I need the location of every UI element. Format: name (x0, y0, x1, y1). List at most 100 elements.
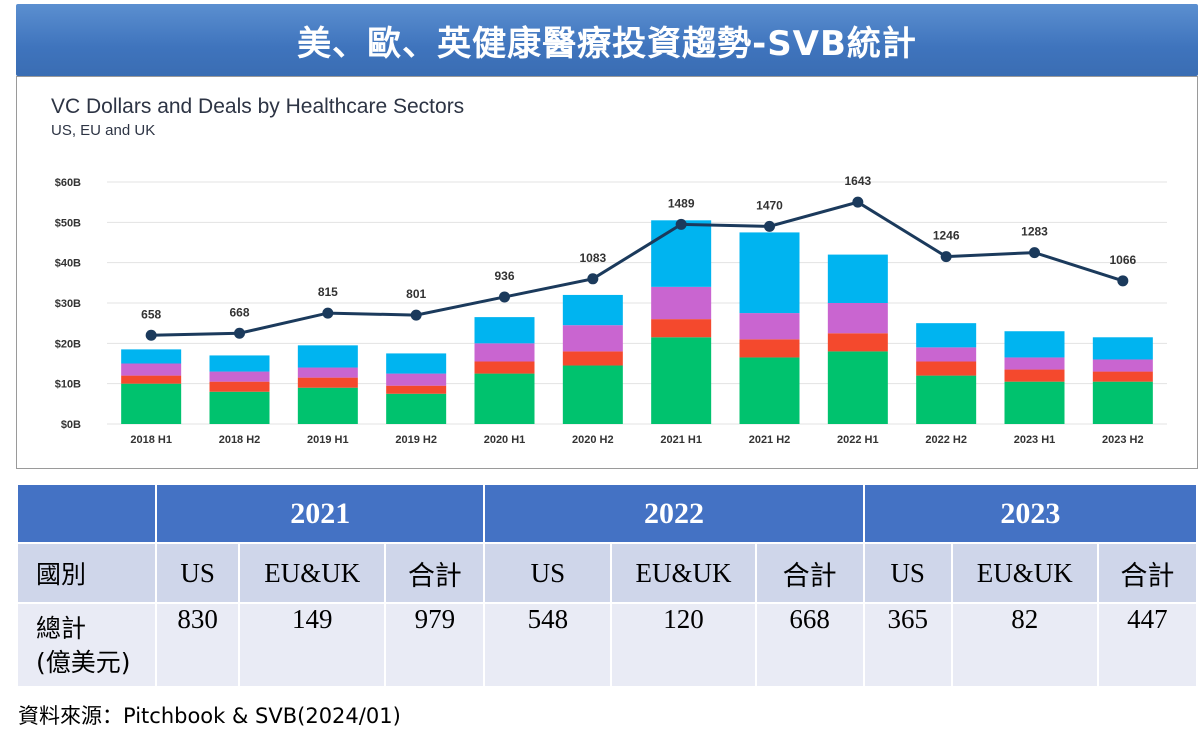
bar-segment (827, 254, 888, 303)
bar-segment (1004, 369, 1065, 382)
bar-segment (1004, 381, 1065, 424)
year-2023: 2023 (864, 485, 1196, 542)
x-tick-label: 2023 H1 (1014, 434, 1056, 446)
x-tick-label: 2023 H2 (1102, 434, 1144, 446)
bar-segment (209, 381, 270, 392)
total-row-label: 總計 (億美元) (18, 604, 156, 686)
bar-segment (1092, 337, 1153, 360)
bar-segment (827, 333, 888, 352)
col-header: EU&UK (612, 544, 755, 602)
bar-segment (386, 353, 447, 374)
bar-segment (739, 339, 800, 358)
year-2021: 2021 (157, 485, 484, 542)
year-header-row: 2021 2022 2023 (18, 485, 1196, 542)
page-banner: 美、歐、英健康醫療投資趨勢-SVB統計 (16, 4, 1198, 76)
total-row-label-line1: 總計 (36, 614, 87, 643)
bar-segment (297, 377, 358, 388)
bar-segment (386, 385, 447, 394)
bar-segment (1004, 357, 1065, 370)
deals-point (1117, 275, 1129, 287)
chart-panel: VC Dollars and Deals by Healthcare Secto… (16, 76, 1198, 469)
table-cell: 447 (1098, 604, 1196, 686)
deals-data-label: 801 (406, 287, 426, 301)
bar-segment (297, 387, 358, 424)
bar-segment (474, 361, 535, 374)
bar-segment (562, 351, 623, 366)
bar-segment (121, 383, 182, 424)
total-row: 總計 (億美元) 830 149 979 548 120 668 365 82 … (18, 604, 1196, 686)
chart-title: VC Dollars and Deals by Healthcare Secto… (51, 95, 464, 118)
x-tick-label: 2020 H1 (484, 434, 526, 446)
deals-point (675, 218, 687, 230)
deals-point (940, 251, 952, 263)
table-cell: 149 (240, 604, 385, 686)
investment-summary-table: 2021 2022 2023 國別 US EU&UK 合計 US EU&UK 合… (16, 483, 1198, 688)
chart-subtitle: US, EU and UK (51, 122, 155, 139)
deals-data-label: 1283 (1021, 225, 1048, 239)
y-tick-label: $50B (55, 217, 81, 229)
table-cell: 979 (386, 604, 484, 686)
bar-segment (562, 294, 623, 326)
y-tick-label: $30B (55, 298, 81, 310)
x-tick-label: 2020 H2 (572, 434, 614, 446)
deals-data-label: 1489 (668, 196, 695, 210)
deals-point (1029, 247, 1040, 259)
deals-point (322, 307, 334, 319)
bar-segment (916, 323, 977, 348)
bar-segment (297, 367, 358, 378)
bar-segment (1092, 359, 1153, 372)
bar-segment (1004, 331, 1065, 358)
bar-segment (386, 393, 447, 424)
bar-segment (651, 337, 712, 424)
x-tick-label: 2018 H1 (130, 434, 172, 446)
table-cell: 668 (756, 604, 863, 686)
deals-data-label: 668 (229, 305, 249, 319)
bar-segment (916, 347, 977, 362)
bar-segment (386, 373, 447, 386)
table-cell: 830 (157, 604, 239, 686)
deals-line (151, 200, 1124, 337)
y-tick-label: $0B (61, 419, 81, 431)
bar-segment (121, 363, 182, 376)
x-tick-label: 2021 H2 (749, 434, 791, 446)
bar-segment (474, 373, 535, 424)
y-tick-label: $60B (55, 177, 81, 189)
table-cell: 365 (864, 604, 951, 686)
bar-segment (121, 375, 182, 384)
table-cell: 120 (612, 604, 755, 686)
total-row-label-line2: (億美元) (36, 648, 131, 677)
x-tick-label: 2018 H2 (219, 434, 261, 446)
bar-segment (1092, 381, 1153, 424)
table-cell: 548 (485, 604, 611, 686)
bar-segment (297, 345, 358, 368)
deals-data-label: 1246 (933, 229, 960, 243)
year-2022: 2022 (485, 485, 863, 542)
col-header: EU&UK (952, 544, 1097, 602)
bar-segment (1092, 371, 1153, 382)
deals-point (764, 220, 775, 232)
deals-point (499, 291, 510, 303)
bar-segment (651, 220, 712, 287)
country-header: 國別 (18, 544, 156, 602)
deals-data-label: 1066 (1109, 253, 1136, 267)
bar-segment (827, 351, 888, 424)
bar-segment (562, 365, 623, 424)
deals-point (145, 329, 157, 341)
y-tick-label: $10B (55, 379, 81, 391)
col-header: 合計 (1098, 544, 1196, 602)
y-tick-label: $20B (55, 338, 81, 350)
bar-segment (474, 343, 535, 362)
col-header: EU&UK (240, 544, 385, 602)
banner-title: 美、歐、英健康醫療投資趨勢-SVB統計 (297, 23, 917, 64)
deals-point (587, 273, 599, 285)
x-tick-label: 2021 H1 (660, 434, 702, 446)
deals-data-label: 658 (141, 307, 161, 321)
bar-segment (827, 303, 888, 334)
deals-data-label: 1643 (844, 174, 871, 188)
deals-point (852, 196, 864, 208)
bar-segment (651, 319, 712, 338)
deals-data-label: 1083 (579, 251, 606, 265)
bar-segment (121, 349, 182, 364)
col-header: 合計 (386, 544, 484, 602)
bar-segment (651, 286, 712, 320)
